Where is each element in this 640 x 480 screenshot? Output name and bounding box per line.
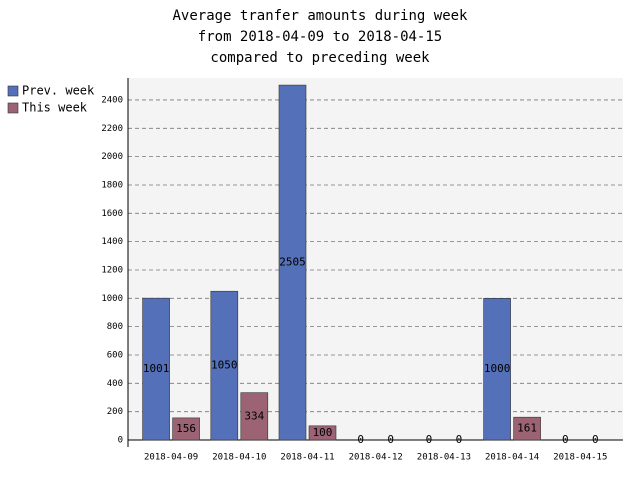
x-tick-label: 2018-04-12 [349,453,403,463]
bar [240,392,269,441]
data-label: 0 [387,433,394,446]
legend-swatch [7,102,19,114]
chart-title: from 2018-04-09 to 2018-04-15 [198,29,442,45]
bar [210,290,239,441]
x-tick-label: 2018-04-11 [280,453,334,463]
bar [278,84,307,441]
data-label: 1050 [211,359,238,372]
x-tick-label: 2018-04-13 [417,453,471,463]
y-tick-label: 2000 [101,152,123,162]
y-tick-label: 0 [118,436,123,446]
x-tick-label: 2018-04-15 [553,453,607,463]
y-tick-label: 400 [107,379,123,389]
y-tick-label: 600 [107,350,123,360]
y-tick-label: 1200 [101,265,123,275]
y-tick-label: 1600 [101,209,123,219]
y-tick-label: 2200 [101,124,123,134]
data-label: 1000 [484,362,511,375]
bar [308,425,337,441]
chart-title: Average tranfer amounts during week [172,8,468,24]
y-tick-label: 800 [107,322,123,332]
data-label: 100 [313,426,333,439]
data-label: 161 [517,422,537,435]
data-label: 0 [562,433,569,446]
data-label: 0 [456,433,463,446]
x-tick-label: 2018-04-14 [485,453,539,463]
data-label: 1001 [143,362,170,375]
bar [513,416,541,441]
data-label: 156 [176,422,196,435]
legend-label: Prev. week [22,84,95,98]
legend-label: This week [22,101,88,115]
y-tick-label: 1400 [101,237,123,247]
bar [172,417,200,441]
data-label: 0 [357,433,364,446]
bar [142,297,170,441]
data-label: 0 [426,433,433,446]
y-tick-label: 200 [107,407,123,417]
bar [483,298,511,441]
data-label: 0 [592,433,599,446]
y-tick-label: 2400 [101,95,123,105]
x-tick-label: 2018-04-10 [212,453,266,463]
data-label: 334 [244,409,264,422]
data-label: 2505 [279,256,306,269]
chart-title: compared to preceding week [210,50,430,66]
y-tick-label: 1000 [101,294,123,304]
legend-swatch [7,85,19,97]
plot-area [128,78,623,440]
y-tick-label: 1800 [101,180,123,190]
x-tick-label: 2018-04-09 [144,453,198,463]
